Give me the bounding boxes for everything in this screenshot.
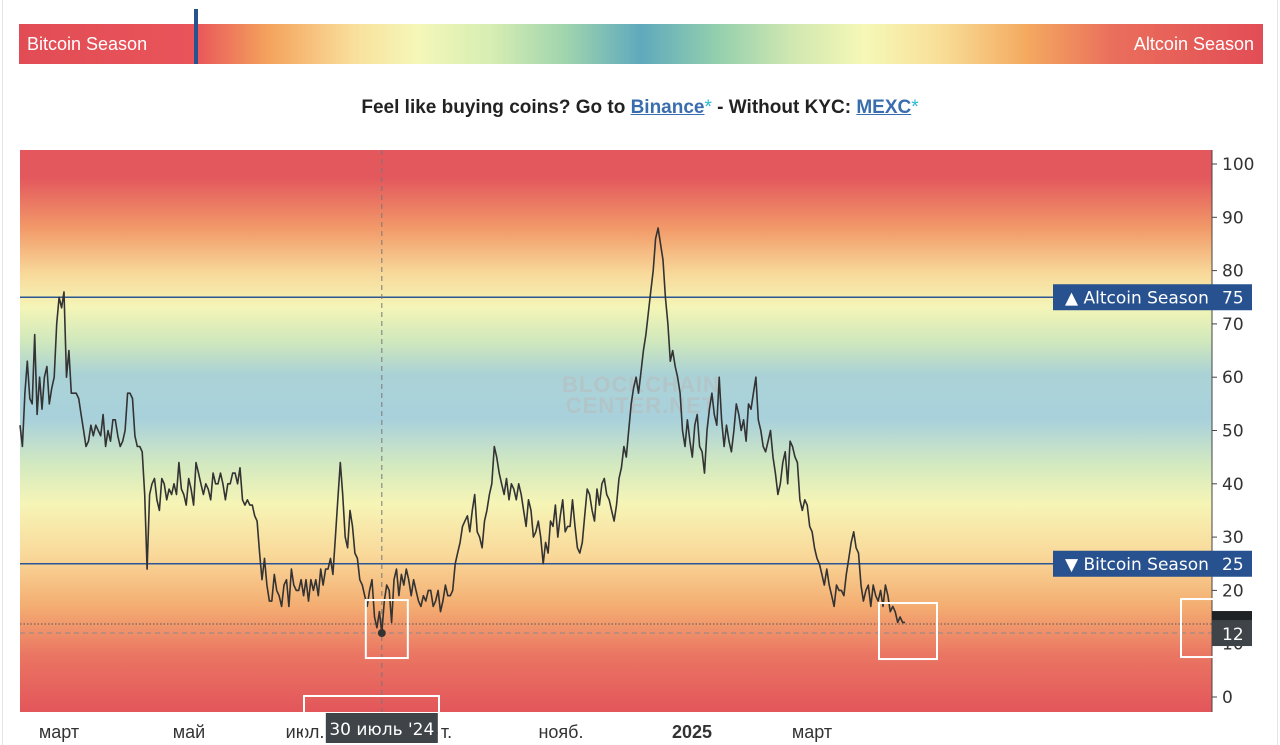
x-tick-label: нояб. <box>538 722 583 742</box>
value-highlight-box <box>1180 598 1266 659</box>
binance-link[interactable]: Binance <box>630 97 705 118</box>
y-tick-label: 0 <box>1222 688 1233 708</box>
mexc-link[interactable]: MEXC <box>856 97 912 118</box>
threshold-tag-bg <box>1053 284 1252 311</box>
promo-banner: Feel like buying coins? Go to Binance* -… <box>0 97 1280 119</box>
y-tick-label: 80 <box>1222 262 1244 282</box>
y-tick-label: 40 <box>1222 475 1244 495</box>
mexc-asterisk: * <box>911 97 919 118</box>
x-tick-label: март <box>39 722 79 742</box>
promo-lead-text: Feel like buying coins? Go to <box>361 97 631 118</box>
y-tick-label: 90 <box>1222 208 1244 228</box>
season-indicator-marker <box>194 9 198 64</box>
x-tick-label: май <box>173 722 205 742</box>
date-tag-label: 30 июль '24 <box>329 720 434 740</box>
binance-asterisk: * <box>704 97 712 118</box>
cursor-highlight-box <box>364 599 409 660</box>
y-tick-label: 60 <box>1222 368 1244 388</box>
threshold-tag-value: 75 <box>1222 288 1244 308</box>
y-tick-label: 70 <box>1222 315 1244 335</box>
cursor-point <box>377 629 386 638</box>
watermark: BLOCKCHAIN CENTER.NET <box>562 372 719 418</box>
season-gradient-bar: Bitcoin Season Altcoin Season <box>19 9 1263 64</box>
threshold-tag: ▲ Altcoin Season 75 <box>1053 284 1252 311</box>
threshold-tag-label: ▲ Altcoin Season <box>1065 288 1209 308</box>
y-tick-label: 20 <box>1222 581 1244 601</box>
threshold-tag-value: 25 <box>1222 555 1244 575</box>
chart-background <box>20 150 1212 712</box>
altcoin-season-label: Altcoin Season <box>1133 34 1254 54</box>
y-tick-label: 30 <box>1222 528 1244 548</box>
y-tick-label: 50 <box>1222 422 1244 442</box>
promo-mid-text: - Without KYC: <box>711 97 857 118</box>
date-highlight-box <box>303 695 440 745</box>
current-value-tag: 12 <box>1222 625 1244 645</box>
y-tick-label: 100 <box>1222 155 1254 175</box>
x-tick-label: 2025 <box>672 722 712 742</box>
bitcoin-season-label: Bitcoin Season <box>27 34 148 54</box>
threshold-tag: ▼ Bitcoin Season 25 <box>1053 550 1252 577</box>
x-tick-label: март <box>792 722 832 742</box>
threshold-tag-bg <box>1053 550 1252 577</box>
watermark-line-2: CENTER.NET <box>566 393 717 418</box>
date-tag-bg <box>325 713 438 743</box>
series-line <box>19 227 905 634</box>
current-value-tag-bg <box>1212 620 1252 647</box>
threshold-tag-label: ▼ Bitcoin Season <box>1065 555 1209 575</box>
latest-highlight-box <box>878 602 938 661</box>
